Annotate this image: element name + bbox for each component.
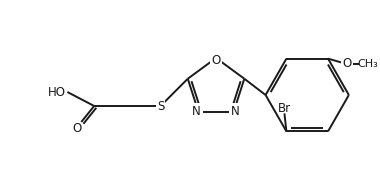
Text: O: O: [211, 54, 221, 67]
Text: HO: HO: [48, 86, 65, 99]
Text: N: N: [231, 105, 240, 118]
Text: N: N: [192, 105, 201, 118]
Text: Br: Br: [278, 102, 291, 115]
Text: O: O: [73, 122, 82, 136]
Text: S: S: [157, 100, 164, 114]
Text: O: O: [342, 57, 352, 70]
Text: CH₃: CH₃: [357, 59, 378, 69]
